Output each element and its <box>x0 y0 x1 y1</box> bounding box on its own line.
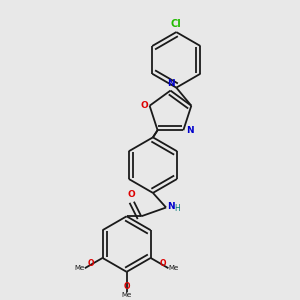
Text: N: N <box>186 126 193 135</box>
Text: O: O <box>123 282 130 291</box>
Text: N: N <box>167 79 174 88</box>
Text: Me: Me <box>122 292 132 298</box>
Text: Me: Me <box>168 265 178 271</box>
Text: Cl: Cl <box>171 19 182 28</box>
Text: O: O <box>127 190 135 199</box>
Text: O: O <box>140 101 148 110</box>
Text: O: O <box>160 259 166 268</box>
Text: H: H <box>174 205 180 214</box>
Text: O: O <box>87 259 94 268</box>
Text: N: N <box>167 202 175 211</box>
Text: Me: Me <box>75 265 85 271</box>
